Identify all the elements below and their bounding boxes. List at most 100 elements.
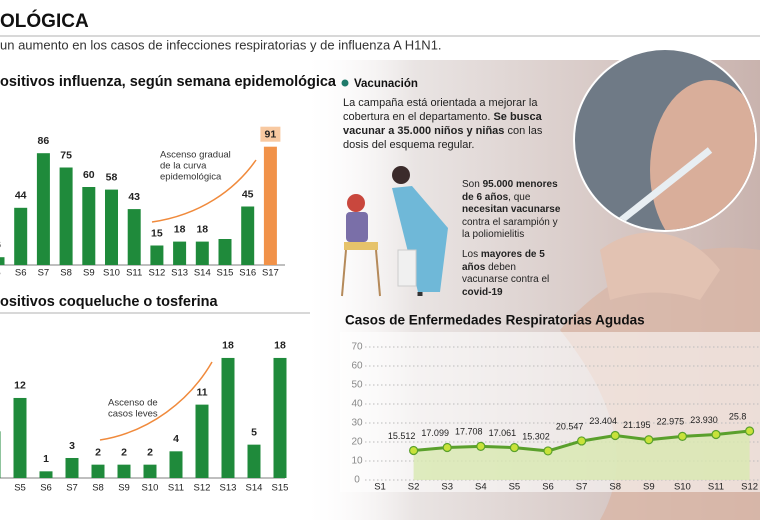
bar <box>0 431 1 478</box>
point <box>442 442 452 453</box>
x-tick-label: S15 <box>272 483 289 494</box>
y-tick-label: 10 <box>351 456 363 467</box>
bar <box>195 404 209 478</box>
bar <box>263 146 277 265</box>
y-tick-label: 30 <box>351 418 363 429</box>
value-label: 18 <box>274 340 286 352</box>
text: con las dosis del esquema regular. <box>343 125 543 151</box>
value-label: 21.195 <box>623 420 651 430</box>
x-tick-label: S5 <box>509 482 521 493</box>
bar <box>117 464 131 478</box>
x-tick-label: S14 <box>194 268 211 279</box>
text-bold: covid-19 <box>462 286 503 298</box>
vaccination-note: Los mayores de 5 años deben vacunarse co… <box>462 249 554 299</box>
text: contra el sarampión y la poliomielitis <box>462 216 558 241</box>
value-label: 2 <box>121 446 127 458</box>
text: deben vacunarse contra el <box>462 261 550 286</box>
value-label: 23.930 <box>690 415 718 425</box>
point <box>610 430 620 441</box>
bar <box>65 457 79 478</box>
bar <box>143 464 157 478</box>
area <box>413 430 750 480</box>
value-label: 4 <box>173 433 179 445</box>
bar <box>273 357 287 478</box>
value-label: 17.708 <box>455 427 483 437</box>
x-tick-label: S16 <box>239 268 256 279</box>
value-label: 17.099 <box>421 428 449 438</box>
bar <box>150 245 164 265</box>
value-label: 15.512 <box>388 431 416 441</box>
value-label: 45 <box>242 188 254 200</box>
bar <box>105 189 118 265</box>
value-label: 18 <box>196 223 208 235</box>
text-bold: 95.000 menores de 6 años <box>462 179 558 203</box>
y-tick-label: 60 <box>351 361 363 372</box>
x-tick-label: S13 <box>220 483 237 494</box>
bar <box>218 239 232 265</box>
value-label: 91 <box>265 128 277 140</box>
x-tick-label: S9 <box>118 483 130 494</box>
vaccination-paragraph: La campaña está orientada a mejorar la c… <box>343 96 543 152</box>
point <box>476 441 486 451</box>
bar <box>247 444 261 478</box>
value-label: 43 <box>128 191 140 203</box>
x-tick-label: S4 <box>475 482 487 493</box>
header-subtitle: un aumento en los casos de infecciones r… <box>0 37 442 52</box>
value-label: 11 <box>196 386 207 398</box>
x-tick-label: S7 <box>66 483 78 494</box>
text-bold: necesitan vacunarse <box>462 204 561 215</box>
x-tick-label: S3 <box>441 482 453 493</box>
y-tick-label: 50 <box>351 380 363 391</box>
value-label: 1 <box>43 453 49 465</box>
bullet <box>341 79 349 87</box>
point <box>711 429 721 440</box>
x-tick-label: S6 <box>542 482 554 493</box>
point <box>576 436 587 446</box>
annotation: Ascenso de <box>108 398 158 409</box>
x-tick-label: S10 <box>142 483 159 494</box>
x-tick-label: S1 <box>374 482 386 493</box>
value-label: 2 <box>147 446 153 458</box>
bar <box>127 209 141 265</box>
value-label: 18 <box>174 223 186 235</box>
value-label: 6 <box>0 239 1 251</box>
annotation: Ascenso gradual <box>160 150 231 161</box>
x-tick-label: S8 <box>609 482 621 493</box>
text: Los <box>462 249 481 260</box>
x-tick-label: S9 <box>643 482 655 493</box>
bar <box>241 206 255 265</box>
vaccination-note: Son 95.000 menores de 6 años, que necesi… <box>462 179 562 242</box>
value-label: 5 <box>251 426 257 438</box>
annotation: de la curva <box>160 161 207 172</box>
value-label: 58 <box>106 171 118 183</box>
annotation-arrow <box>99 361 213 441</box>
x-tick-label: S6 <box>15 268 27 279</box>
value-label: 44 <box>15 190 27 202</box>
x-tick-label: S12 <box>741 482 758 493</box>
y-tick-label: 0 <box>354 475 360 486</box>
x-tick-label: S11 <box>126 268 142 279</box>
value-label: 25.8 <box>729 411 747 421</box>
bar <box>173 241 187 265</box>
bar <box>195 241 209 265</box>
bar <box>91 464 105 478</box>
value-label: 15 <box>151 227 163 239</box>
value-label: 23.404 <box>589 416 617 426</box>
text-bold: mayores de 5 años <box>462 249 545 273</box>
value-label: 22.975 <box>657 417 685 427</box>
chart-title: ositivos influenza, según semana epidemo… <box>0 74 337 90</box>
point <box>409 445 419 456</box>
x-tick-label: S17 <box>262 268 279 279</box>
bar <box>82 187 96 265</box>
point <box>677 431 688 441</box>
value-label: 12 <box>14 380 26 392</box>
label-box <box>260 126 281 142</box>
chart-title: Casos de Enfermedades Respiratorias Agud… <box>345 313 645 328</box>
annotation-arrow <box>151 159 257 223</box>
text: La campaña está orientada a mejorar la c… <box>343 97 538 123</box>
x-tick-label: 5 <box>0 268 1 279</box>
annotation: casos leves <box>108 409 158 420</box>
point <box>543 446 553 456</box>
hand-photo <box>600 232 720 300</box>
value-label: 2 <box>95 446 101 458</box>
